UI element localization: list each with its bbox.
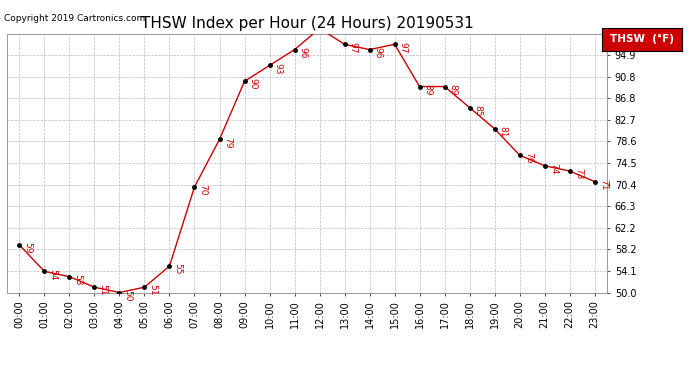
Text: 51: 51 bbox=[148, 285, 157, 296]
Text: 74: 74 bbox=[549, 163, 558, 174]
Text: 76: 76 bbox=[524, 152, 533, 164]
Text: 81: 81 bbox=[499, 126, 508, 138]
Title: THSW Index per Hour (24 Hours) 20190531: THSW Index per Hour (24 Hours) 20190531 bbox=[141, 16, 473, 31]
Text: THSW  (°F): THSW (°F) bbox=[610, 34, 674, 44]
Text: 97: 97 bbox=[399, 42, 408, 53]
Text: 89: 89 bbox=[424, 84, 433, 95]
Text: 100: 100 bbox=[0, 374, 1, 375]
Text: 96: 96 bbox=[374, 47, 383, 58]
Text: 50: 50 bbox=[124, 290, 132, 301]
Text: 51: 51 bbox=[99, 285, 108, 296]
Text: 55: 55 bbox=[174, 263, 183, 275]
Text: 89: 89 bbox=[448, 84, 457, 95]
Text: 79: 79 bbox=[224, 136, 233, 148]
Text: 90: 90 bbox=[248, 78, 257, 90]
Text: 97: 97 bbox=[348, 42, 357, 53]
Text: 70: 70 bbox=[199, 184, 208, 196]
Text: 59: 59 bbox=[23, 242, 32, 254]
Text: 93: 93 bbox=[274, 63, 283, 74]
Text: 54: 54 bbox=[48, 268, 57, 280]
Text: Copyright 2019 Cartronics.com: Copyright 2019 Cartronics.com bbox=[4, 14, 145, 23]
Text: 71: 71 bbox=[599, 179, 608, 190]
Text: 85: 85 bbox=[474, 105, 483, 116]
Text: 53: 53 bbox=[74, 274, 83, 285]
Text: 73: 73 bbox=[574, 168, 583, 180]
Text: 96: 96 bbox=[299, 47, 308, 58]
